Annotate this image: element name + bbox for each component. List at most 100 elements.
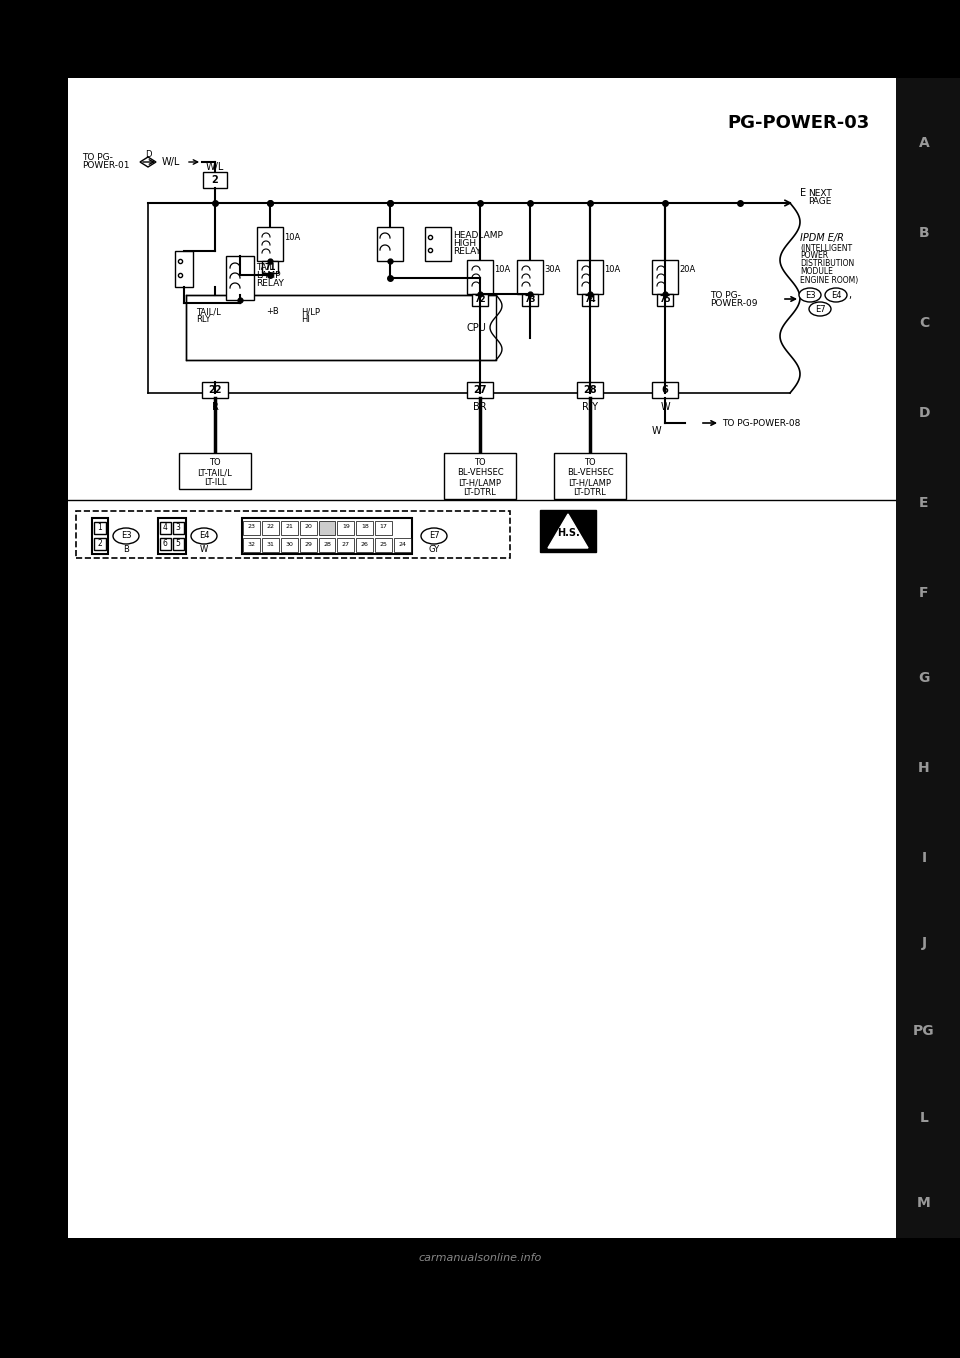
Bar: [76, 511, 510, 558]
Text: 74: 74: [585, 296, 596, 304]
Bar: [160, 521, 171, 534]
Text: PG-POWER-03: PG-POWER-03: [728, 114, 870, 132]
Text: TO PG-: TO PG-: [82, 153, 113, 163]
Text: 10A: 10A: [494, 266, 511, 274]
Bar: [582, 293, 598, 306]
Bar: [300, 538, 317, 551]
Bar: [68, 77, 924, 1238]
Text: 27: 27: [342, 542, 349, 547]
Bar: [375, 538, 392, 551]
Text: IPDM E/R: IPDM E/R: [800, 234, 844, 243]
Bar: [444, 454, 516, 498]
Text: (INTELLIGENT: (INTELLIGENT: [800, 243, 852, 253]
Bar: [652, 382, 678, 398]
Text: 6: 6: [661, 386, 668, 395]
Text: 22: 22: [266, 524, 275, 530]
Text: ,: ,: [848, 291, 852, 300]
Bar: [173, 538, 184, 550]
Text: 5: 5: [176, 539, 180, 549]
Text: 6: 6: [162, 539, 167, 549]
Bar: [652, 259, 678, 293]
Bar: [338, 521, 354, 535]
Text: PAGE: PAGE: [808, 197, 831, 205]
Text: NEXT: NEXT: [808, 189, 831, 197]
Text: H: H: [918, 760, 930, 775]
Text: 72: 72: [474, 296, 486, 304]
Text: 32: 32: [248, 542, 255, 547]
Bar: [186, 295, 496, 360]
Text: 20: 20: [304, 524, 312, 530]
Text: C: C: [919, 316, 929, 330]
Text: LT-TAIL/L: LT-TAIL/L: [198, 469, 232, 477]
Text: ENGINE ROOM): ENGINE ROOM): [800, 276, 858, 284]
Bar: [94, 538, 106, 550]
Text: 25: 25: [380, 542, 388, 547]
Text: E4: E4: [199, 531, 209, 540]
Bar: [896, 77, 960, 1238]
Bar: [425, 227, 451, 261]
Text: F: F: [920, 587, 928, 600]
Text: 26: 26: [361, 542, 369, 547]
Text: I: I: [922, 851, 926, 865]
Text: A: A: [919, 136, 929, 149]
Text: DISTRIBUTION: DISTRIBUTION: [800, 259, 854, 269]
Text: E4: E4: [830, 291, 841, 300]
Text: 22: 22: [208, 386, 222, 395]
Bar: [158, 517, 186, 554]
Text: 10A: 10A: [284, 232, 300, 242]
Bar: [175, 251, 193, 287]
Text: 19: 19: [342, 524, 349, 530]
Text: L: L: [920, 1111, 928, 1124]
Text: J: J: [922, 936, 926, 951]
Text: M: M: [917, 1196, 931, 1210]
Text: 2: 2: [98, 539, 103, 549]
Ellipse shape: [825, 288, 847, 301]
Bar: [262, 538, 278, 551]
Bar: [262, 521, 278, 535]
Bar: [280, 521, 298, 535]
Text: E: E: [800, 187, 806, 198]
Bar: [262, 261, 278, 273]
Text: 28: 28: [324, 542, 331, 547]
Text: W: W: [200, 546, 208, 554]
Text: 31: 31: [266, 542, 275, 547]
Text: TO: TO: [209, 458, 221, 467]
Bar: [243, 538, 260, 551]
Bar: [173, 521, 184, 534]
Text: 30: 30: [285, 542, 293, 547]
Text: LT-H/LAMP: LT-H/LAMP: [459, 478, 501, 488]
Text: RELAY: RELAY: [256, 280, 284, 288]
Text: 20A: 20A: [679, 266, 695, 274]
Text: 75: 75: [660, 296, 671, 304]
Text: E3: E3: [804, 291, 815, 300]
Bar: [395, 538, 411, 551]
Text: GY: GY: [428, 546, 440, 554]
Bar: [203, 172, 227, 187]
Text: W/L: W/L: [205, 162, 225, 172]
Text: HEADLAMP: HEADLAMP: [453, 231, 503, 239]
Bar: [467, 382, 493, 398]
Text: HI: HI: [301, 315, 310, 325]
Text: TAIL: TAIL: [256, 263, 275, 273]
Text: MODULE: MODULE: [800, 268, 833, 277]
Bar: [377, 227, 403, 261]
Text: carmanualsonline.info: carmanualsonline.info: [419, 1253, 541, 1263]
Bar: [356, 521, 373, 535]
Text: E3: E3: [121, 531, 132, 540]
Ellipse shape: [809, 301, 831, 316]
Text: BL-VEHSEC: BL-VEHSEC: [457, 469, 503, 477]
Bar: [226, 257, 254, 300]
Text: B: B: [123, 546, 129, 554]
Text: 29: 29: [304, 542, 312, 547]
Text: 24: 24: [398, 542, 406, 547]
Text: G: G: [919, 671, 929, 684]
Text: R: R: [211, 402, 219, 411]
Bar: [257, 227, 283, 261]
Ellipse shape: [191, 528, 217, 545]
Bar: [202, 382, 228, 398]
Text: 4: 4: [162, 523, 167, 532]
Ellipse shape: [799, 288, 821, 301]
Bar: [300, 521, 317, 535]
Text: D: D: [145, 149, 152, 159]
Bar: [179, 454, 251, 489]
